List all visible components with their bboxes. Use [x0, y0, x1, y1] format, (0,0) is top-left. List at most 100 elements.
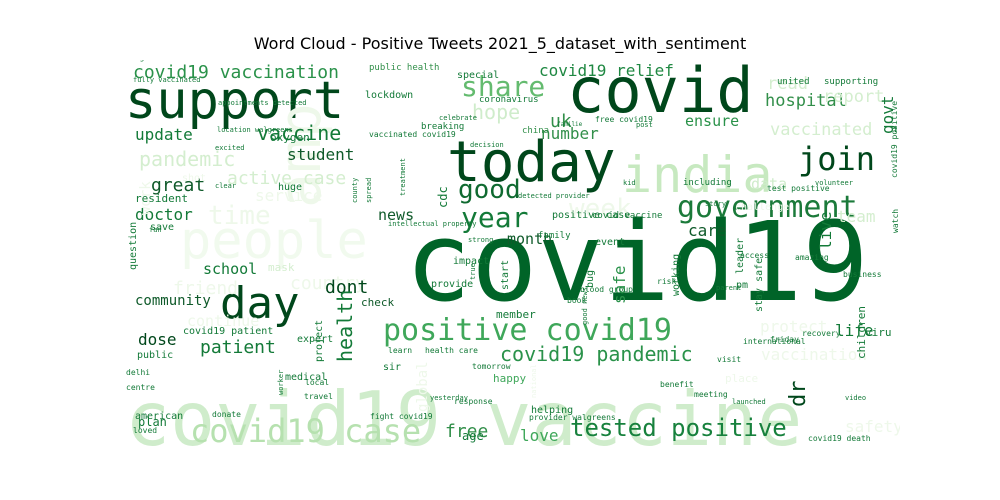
word-appointments-detected: appointments detected: [218, 99, 307, 107]
word-covid19-positive: covid19 positive: [890, 101, 899, 178]
word-true: true: [469, 263, 477, 280]
word-united: united: [777, 77, 810, 87]
word-support: support: [125, 71, 344, 131]
word-sir: sir: [383, 362, 401, 373]
word-excited: excited: [215, 144, 245, 152]
word-dr: dr: [786, 381, 811, 408]
word-community: community: [135, 293, 211, 309]
word-people: people: [180, 211, 368, 271]
word-treatment: treatment: [399, 158, 407, 196]
word-month: month: [507, 230, 552, 248]
word-country: country: [290, 273, 366, 294]
word-mask: mask: [268, 261, 295, 274]
word-covid19-vaccination: covid19 vaccination: [133, 62, 339, 83]
word-plan: plan: [138, 415, 167, 429]
word-watch: watch: [891, 209, 900, 233]
word-centre: centre: [126, 383, 155, 392]
word-risk: risk: [657, 277, 676, 286]
word-read: read: [767, 74, 808, 94]
word-lockdown: lockdown: [365, 90, 413, 101]
word-govt: govt: [878, 95, 897, 134]
word-time: time: [208, 201, 271, 231]
word-leader: leader: [735, 238, 746, 274]
word-care: care: [688, 221, 727, 240]
word-day: day: [220, 278, 299, 329]
word-hospital: hospital: [765, 91, 847, 111]
word-protect: protect: [760, 317, 827, 336]
word-event: event: [595, 237, 625, 248]
word-vaccination: vaccination: [761, 345, 867, 364]
word-data: data: [751, 175, 787, 193]
word-share: share: [461, 70, 545, 103]
word-india: india: [622, 146, 773, 204]
word-book: book: [567, 296, 586, 305]
word-vaccinated: vaccinated: [770, 120, 872, 140]
word-strong: strong: [468, 236, 493, 244]
word-public: public: [137, 350, 173, 361]
word-covid19-patient: covid19 patient: [183, 326, 273, 337]
word-fight-covid19: fight covid19: [370, 412, 433, 421]
word-week: week: [569, 194, 632, 224]
word-covid-vaccine: covid vaccine: [592, 211, 662, 221]
word-check: check: [361, 296, 394, 309]
word-vaccinated-covid19: vaccinated covid19: [369, 130, 456, 139]
word-shot: shot: [182, 173, 206, 184]
word-school: school: [203, 260, 257, 278]
word-kid: kid: [623, 179, 636, 187]
word-story: story: [705, 200, 726, 208]
word-loved: loved: [133, 426, 157, 435]
word-volunteer: volunteer: [815, 179, 853, 187]
word-location-walgreens: location walgreens: [217, 126, 293, 134]
word-friday: friday: [770, 335, 799, 344]
word-blood-group: blood group: [580, 285, 633, 294]
word-age: age: [462, 429, 484, 443]
word-covid19-death: covid19 death: [808, 434, 871, 443]
word-launched: launched: [732, 398, 766, 406]
word-good: good: [458, 175, 521, 205]
word-dose: dose: [138, 330, 177, 349]
word-free: free: [445, 421, 488, 442]
word-celebrate: celebrate: [439, 114, 477, 122]
word-expert: expert: [297, 334, 333, 345]
word-safe: safe: [610, 265, 629, 304]
word-team: team: [837, 207, 876, 226]
word-project: project: [314, 320, 325, 362]
word-test-positive: test positive: [767, 184, 830, 193]
word-student: student: [287, 145, 354, 164]
word-year: year: [461, 201, 528, 234]
word-supporting: supporting: [824, 77, 878, 87]
word-free-covid19: free covid19: [595, 115, 653, 124]
word-international: international: [743, 337, 806, 346]
word-safety: safety: [845, 417, 900, 436]
word-stay-safe: stay safe: [754, 258, 765, 312]
word-cloud-canvas: covid19 covid19 vaccine covid support people…: [125, 60, 900, 448]
word-news: news: [378, 206, 414, 224]
word-positive-covid19: positive covid19: [383, 313, 672, 348]
word-continue: continue: [187, 312, 259, 330]
word-amp: amp: [266, 103, 334, 208]
word-tested-positive: tested positive: [570, 414, 787, 442]
word-delhi: delhi: [126, 368, 150, 377]
word-local: local: [305, 378, 329, 387]
word-resident: resident: [135, 192, 188, 205]
word-provide: provide: [431, 279, 473, 290]
word-patient: patient: [200, 337, 276, 358]
word-post: post: [636, 121, 653, 129]
word-including: including: [683, 178, 732, 188]
word-global: global: [415, 361, 431, 412]
word-huge: huge: [278, 182, 302, 193]
word-visit: visit: [717, 355, 741, 364]
word-yesterday: yesterday: [430, 394, 468, 402]
word-covid19: covid19: [405, 198, 869, 326]
word-vaccine: vaccine: [125, 60, 159, 62]
word-happy: happy: [493, 372, 526, 385]
word-update: update: [135, 125, 193, 144]
word-video: video: [845, 394, 866, 402]
word-hope: hope: [472, 100, 520, 124]
word-challenge: challenge: [735, 202, 789, 213]
word-uk: uk: [550, 111, 572, 132]
word-worker: worker: [277, 370, 285, 395]
word-intellectual-property: intellectual property: [388, 220, 477, 228]
word-report: report: [823, 87, 884, 107]
word-helping: helping: [531, 405, 573, 416]
